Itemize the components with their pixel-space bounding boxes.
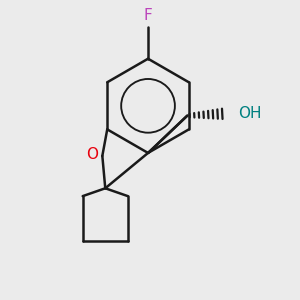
- Text: OH: OH: [238, 106, 262, 121]
- Text: O: O: [86, 147, 98, 162]
- Text: F: F: [144, 8, 152, 23]
